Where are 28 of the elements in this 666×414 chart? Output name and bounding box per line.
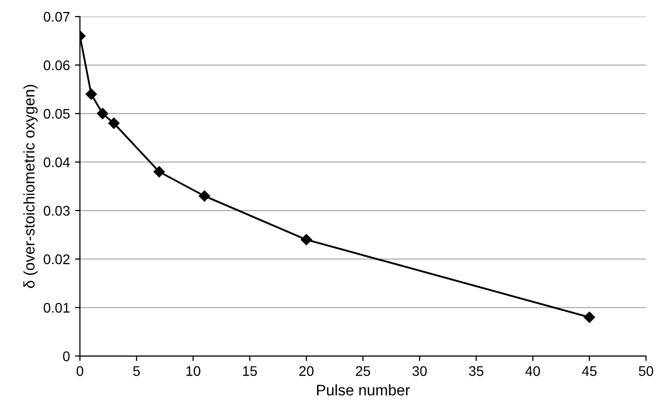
x-tick-label: 40 [525,366,540,376]
y-tick-label: 0.07 [44,12,70,22]
x-tick-label: 15 [243,366,257,376]
x-tick-label: 20 [299,366,314,376]
point [584,312,596,323]
point [108,118,120,129]
y-tick-label: 0.03 [44,206,70,216]
y-tick-label: 0.02 [44,254,70,264]
x-tick-label: 35 [468,366,484,376]
y-tick-label: 0.04 [44,157,70,168]
x-tick-label: 50 [638,366,654,376]
y-tick-label: 0 [63,351,70,362]
point [154,166,165,178]
x-tick-label: 10 [186,366,200,376]
x-tick-label: 45 [582,366,597,376]
point [86,88,97,100]
point [198,190,210,202]
x-tick-label: 5 [133,366,140,376]
point [300,234,312,246]
y-tick-label: 0.01 [44,302,70,313]
y-tick-label: 0.05 [44,108,70,119]
y-tick-label: 0.06 [44,60,70,70]
x-tick-label: 25 [356,366,370,376]
point [96,108,108,120]
x-tick-label: 30 [412,366,427,376]
x-axis-title: Pulse number [317,384,410,396]
y-axis-title: δ (over-stoichiometric oxygen) [23,84,38,288]
x-tick-label: 0 [76,366,84,376]
